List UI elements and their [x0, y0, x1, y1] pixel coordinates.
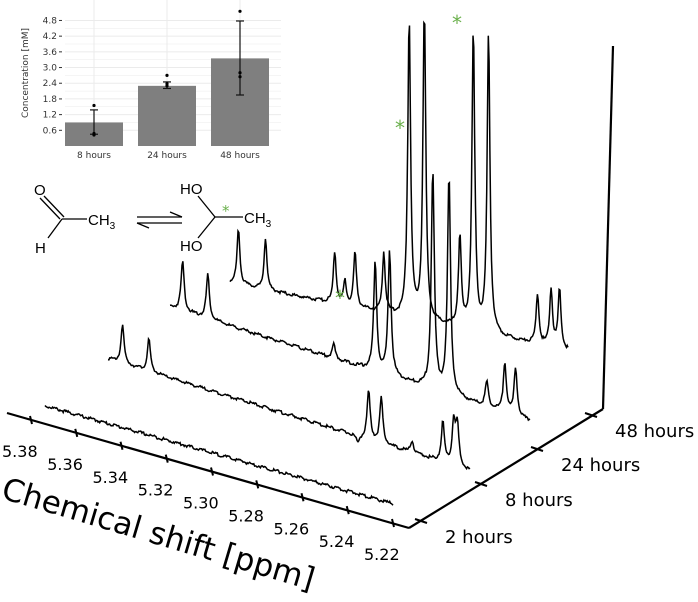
x-tick-label: 5.26 [274, 519, 310, 538]
hydrogen-label: H [35, 240, 46, 257]
x-tick-label: 8 hours [77, 151, 111, 161]
x-tick [300, 493, 305, 502]
x-tick [119, 441, 124, 450]
y-tick-labels: 0.6 1.2 1.8 2.4 3.0 3.6 4.2 4.8 [43, 16, 62, 136]
z-axis-ticks: 2 hours 8 hours 24 hours 48 hours [414, 412, 694, 548]
data-point [92, 131, 96, 136]
ch3-label: CH3 [244, 210, 272, 230]
x-tick-labels: 8 hours 24 hours 48 hours [77, 151, 260, 161]
z-tick [474, 481, 488, 487]
star-marker: * [222, 202, 230, 220]
y-tick-label: 0.6 [43, 126, 58, 136]
z-tick-label: 24 hours [561, 455, 640, 476]
spectrum-24-hours [169, 174, 531, 422]
spectrum-48-hours [229, 20, 569, 350]
z-tick-label: 48 hours [615, 421, 694, 442]
y-tick-label: 1.2 [43, 111, 57, 121]
data-point [165, 73, 169, 77]
x-tick-label: 5.28 [228, 506, 264, 525]
y-tick-label: 3.6 [43, 48, 58, 58]
bond [197, 216, 216, 239]
bond [43, 195, 65, 218]
bar [138, 85, 196, 146]
bond [47, 218, 63, 239]
x-tick-label: 24 hours [147, 151, 187, 161]
y-tick-label: 4.8 [43, 16, 58, 26]
x-tick-label: 48 hours [220, 151, 260, 161]
star-marker: * [395, 116, 405, 140]
x-tick-label: 5.30 [183, 494, 219, 513]
z-tick [414, 518, 428, 524]
data-point [238, 71, 242, 75]
data-point [165, 82, 169, 86]
data-point [92, 103, 96, 108]
x-tick [210, 467, 214, 476]
x-tick-label: 5.38 [2, 442, 38, 461]
z-axis-line [408, 408, 604, 529]
star-marker: * [335, 286, 345, 310]
x-tick [255, 480, 260, 489]
peak-markers: * * * [335, 11, 462, 310]
spectrum-2-hours [44, 405, 394, 506]
oxygen-label: O [34, 182, 46, 199]
x-tick [164, 454, 169, 463]
y-tick-label: 1.8 [43, 95, 58, 105]
x-axis-ticks: 5.38 5.36 5.34 5.32 5.30 5.28 5.26 5.24 5.22 [2, 415, 400, 564]
reaction-scheme: O H CH3 HO HO CH3 * [34, 181, 272, 257]
y-axis-label: Concentration [mM] [21, 28, 31, 118]
bond [39, 197, 61, 220]
x-tick-label: 5.24 [319, 532, 355, 551]
data-point [238, 9, 242, 13]
x-tick-label: 5.36 [47, 455, 83, 474]
bars [65, 9, 269, 147]
star-marker: * [452, 11, 462, 35]
data-point [238, 75, 242, 79]
x-tick [29, 415, 33, 425]
bar-chart: 0.6 1.2 1.8 2.4 3.0 3.6 4.2 4.8 8 hours 24 hours… [21, 0, 281, 161]
y-tick-label: 2.4 [43, 79, 58, 89]
bond [197, 195, 216, 218]
ch3-label: CH3 [88, 212, 116, 232]
x-tick-label: 5.22 [364, 545, 400, 564]
x-tick [391, 518, 395, 528]
ho-top-label: HO [180, 181, 203, 198]
y-tick-label: 4.2 [43, 32, 57, 42]
z-tick [584, 412, 598, 418]
y-tick-label: 3.0 [43, 64, 58, 74]
intensity-axis-line [601, 45, 615, 410]
x-tick [345, 505, 350, 515]
spectra [44, 20, 569, 506]
z-tick-label: 8 hours [505, 490, 573, 511]
z-tick [530, 446, 544, 452]
x-tick [74, 428, 79, 438]
equilibrium-arrow-icon [136, 211, 183, 229]
z-tick-label: 2 hours [445, 527, 513, 548]
x-tick-label: 5.32 [138, 481, 174, 500]
x-tick-label: 5.34 [93, 468, 129, 487]
spectrum-8-hours [107, 324, 471, 471]
x-axis-line [6, 411, 410, 530]
ho-bottom-label: HO [180, 238, 203, 255]
